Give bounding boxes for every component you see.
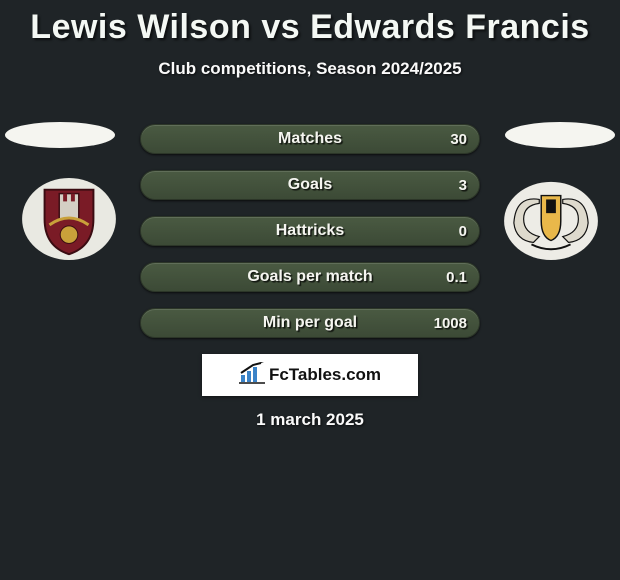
- stat-row: Hattricks0: [140, 216, 480, 246]
- player1-badge-placeholder: [5, 122, 115, 148]
- stat-row: Min per goal1008: [140, 308, 480, 338]
- title-player1: Lewis Wilson: [30, 8, 251, 46]
- stat-label: Goals: [141, 171, 479, 199]
- player2-badge-placeholder: [505, 122, 615, 148]
- stat-value-right: 30: [450, 125, 467, 153]
- branding-text: FcTables.com: [269, 365, 381, 385]
- stat-label: Min per goal: [141, 309, 479, 337]
- stat-value-right: 0: [459, 217, 467, 245]
- stat-label: Goals per match: [141, 263, 479, 291]
- branding-chart-icon: [239, 362, 265, 389]
- stat-label: Hattricks: [141, 217, 479, 245]
- stat-row: Goals per match0.1: [140, 262, 480, 292]
- page-title: Lewis Wilson vs Edwards Francis: [0, 0, 620, 47]
- stat-row: Matches30: [140, 124, 480, 154]
- stat-row: Goals3: [140, 170, 480, 200]
- title-player2: Edwards Francis: [310, 8, 590, 46]
- stats-panel: Matches30Goals3Hattricks0Goals per match…: [140, 124, 480, 354]
- stat-value-right: 3: [459, 171, 467, 199]
- club-crest-right: [502, 176, 600, 262]
- branding-bar: FcTables.com: [202, 354, 418, 396]
- subtitle: Club competitions, Season 2024/2025: [0, 59, 620, 79]
- stat-value-right: 1008: [434, 309, 467, 337]
- stat-value-right: 0.1: [446, 263, 467, 291]
- date-text: 1 march 2025: [0, 410, 620, 430]
- stat-label: Matches: [141, 125, 479, 153]
- club-crest-left: [20, 176, 118, 262]
- title-vs: vs: [261, 8, 300, 46]
